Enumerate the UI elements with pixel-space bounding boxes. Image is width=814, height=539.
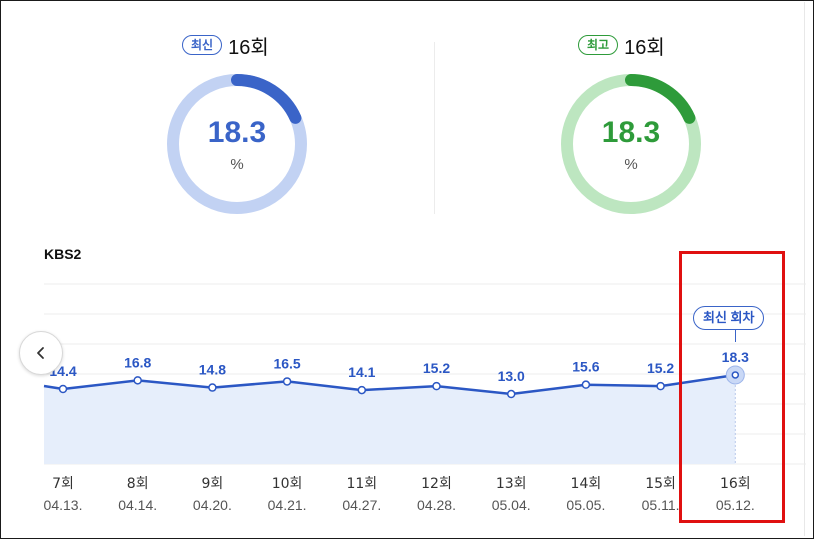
x-tick-label: 7회 [52, 476, 74, 492]
x-tick-label: 9회 [202, 476, 224, 492]
data-point [731, 371, 740, 379]
x-tick-date: 05.05. [566, 497, 605, 513]
data-label: 16.5 [273, 355, 300, 371]
data-label: 16.8 [124, 354, 151, 370]
gauge-divider [434, 42, 435, 214]
data-label: 18.3 [722, 349, 749, 365]
data-point [581, 380, 591, 389]
data-label: 14.8 [199, 362, 226, 378]
highest-gauge-ring [561, 74, 701, 214]
x-tick-date: 04.21. [268, 497, 307, 513]
x-tick-label: 15회 [645, 476, 676, 492]
data-label: 14.1 [348, 364, 375, 380]
data-point [432, 381, 441, 391]
x-tick-label: 8회 [127, 476, 149, 492]
scrollbar[interactable] [804, 2, 811, 536]
data-label: 13.0 [498, 368, 525, 384]
x-tick-label: 14회 [571, 476, 602, 492]
data-label: 15.2 [647, 360, 674, 376]
chevron-left-icon [37, 347, 44, 359]
latest-badge: 최신 [182, 35, 223, 55]
data-label: 15.6 [572, 359, 599, 375]
highest-gauge-progress [561, 74, 701, 214]
highest-rating-unit: % [624, 156, 638, 173]
x-tick-date: 04.13. [44, 497, 83, 513]
x-tick-label: 11회 [346, 476, 377, 492]
x-tick-label: 10회 [272, 476, 303, 492]
x-tick-date: 04.27. [342, 497, 381, 513]
data-label: 15.2 [423, 360, 450, 376]
latest-gauge-ring [167, 74, 307, 214]
data-point [133, 376, 142, 385]
network-label: KBS2 [44, 246, 82, 262]
x-tick-label: 13회 [496, 476, 527, 492]
data-point [506, 389, 516, 399]
highlight-annotation-box [679, 251, 785, 523]
x-tick-date: 05.11. [642, 497, 680, 513]
latest-gauge-progress [167, 74, 307, 214]
rating-line-chart: 14.47회04.13.16.88회04.14.14.89회04.20.16.5… [44, 283, 806, 513]
chart-area-fill [44, 375, 736, 464]
highest-rating-header: 최고 16회 [578, 32, 665, 59]
x-tick-label: 12회 [421, 476, 452, 492]
highest-rating-gauge: 18.3 % [559, 72, 703, 216]
latest-rating-gauge: 18.3 % [165, 72, 309, 216]
data-point [208, 383, 217, 392]
latest-rating-header: 최신 16회 [182, 32, 269, 59]
data-point [357, 385, 367, 395]
data-point [656, 381, 665, 391]
x-tick-date: 04.20. [193, 497, 232, 513]
latest-episode-tag: 최신 회차 [693, 306, 765, 330]
latest-rating-value: 18.3 [207, 116, 267, 149]
highest-badge: 최고 [578, 35, 619, 55]
latest-episode: 16회 [228, 36, 269, 59]
x-tick-date: 04.14. [118, 497, 157, 513]
prev-episodes-button[interactable] [19, 331, 63, 375]
latest-rating-unit: % [230, 156, 244, 173]
x-tick-label: 16회 [720, 476, 751, 492]
highest-rating-value: 18.3 [601, 116, 661, 149]
data-point [58, 384, 68, 394]
x-tick-date: 05.04. [492, 497, 531, 513]
data-point [282, 377, 292, 386]
highest-episode: 16회 [624, 36, 665, 59]
latest-episode-tag-stem [735, 330, 736, 342]
x-tick-date: 04.28. [417, 497, 456, 513]
x-tick-date: 05.12. [716, 497, 755, 513]
